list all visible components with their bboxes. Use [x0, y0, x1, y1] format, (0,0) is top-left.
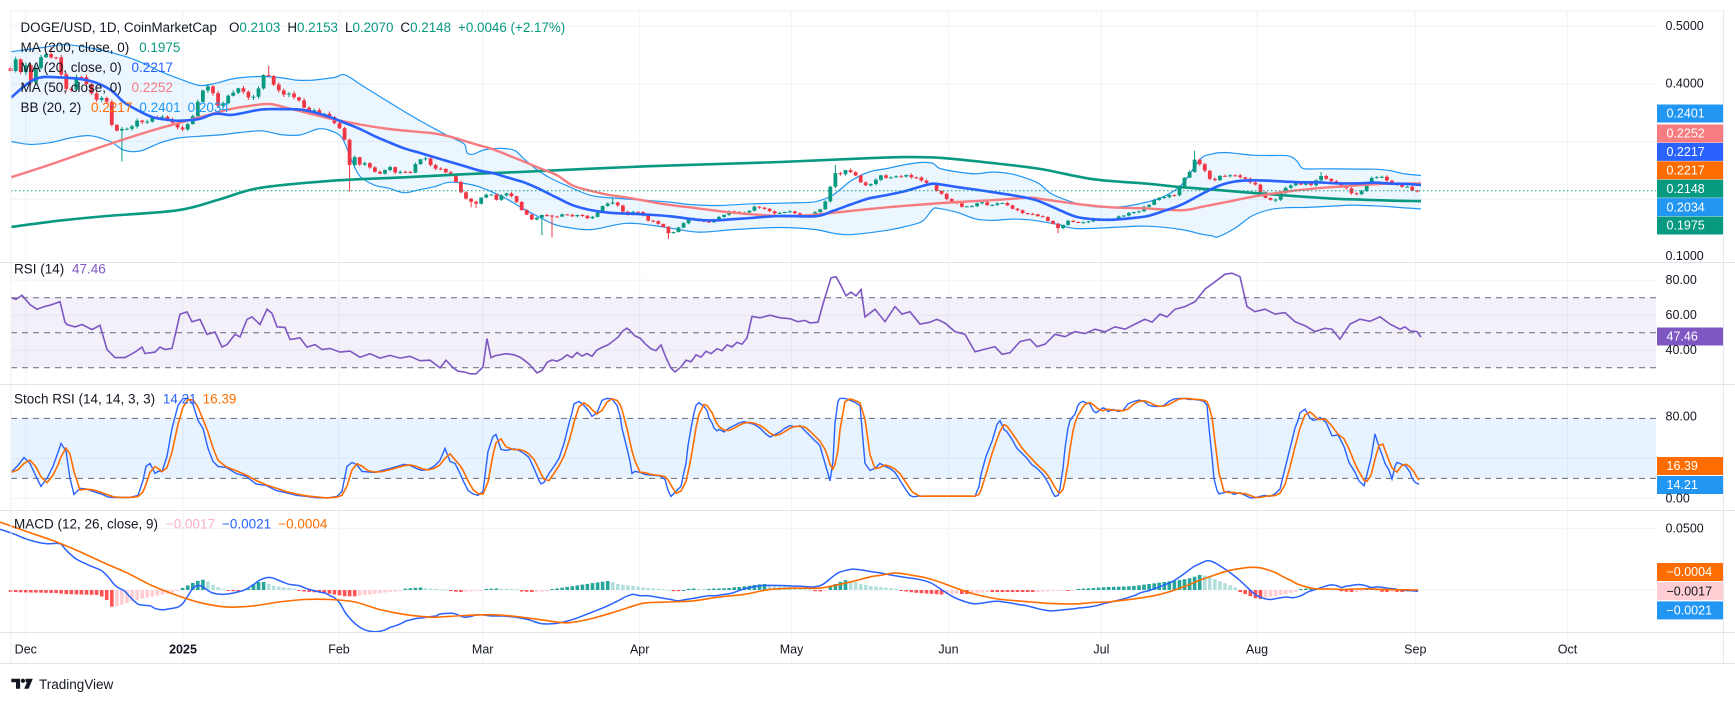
svg-text:0.2252: 0.2252 — [1667, 127, 1705, 141]
svg-text:Mar: Mar — [472, 643, 494, 657]
svg-text:0.00: 0.00 — [1666, 491, 1690, 505]
svg-text:0.2034: 0.2034 — [1667, 200, 1705, 214]
svg-text:60.00: 60.00 — [1666, 308, 1697, 322]
svg-text:−0.0021: −0.0021 — [1667, 604, 1713, 618]
svg-text:−0.0017: −0.0017 — [1667, 584, 1713, 598]
svg-text:MA (200, close, 0) 0.1975: MA (200, close, 0) 0.1975 — [21, 40, 181, 55]
svg-text:0.0500: 0.0500 — [1666, 522, 1704, 536]
svg-text:TradingView: TradingView — [39, 677, 114, 692]
svg-text:RSI (14) 47.46: RSI (14) 47.46 — [14, 262, 106, 277]
svg-text:Apr: Apr — [630, 643, 649, 657]
svg-text:MACD (12, 26, close, 9) −0.001: MACD (12, 26, close, 9) −0.0017 −0.0021 −0… — [14, 517, 328, 532]
svg-text:May: May — [780, 643, 804, 657]
svg-text:0.1000: 0.1000 — [1666, 249, 1704, 263]
svg-text:Oct: Oct — [1558, 643, 1578, 657]
svg-text:40.00: 40.00 — [1666, 343, 1697, 357]
svg-text:0.2217: 0.2217 — [1667, 145, 1705, 159]
svg-text:MA (50, close, 0) 0.2252: MA (50, close, 0) 0.2252 — [21, 80, 173, 95]
svg-text:2025: 2025 — [169, 643, 197, 657]
svg-text:16.39: 16.39 — [1667, 459, 1698, 473]
svg-text:0.2401: 0.2401 — [1667, 107, 1705, 121]
svg-text:80.00: 80.00 — [1666, 409, 1697, 423]
svg-text:0.5000: 0.5000 — [1666, 19, 1704, 33]
svg-text:14.21: 14.21 — [1667, 478, 1698, 492]
svg-text:0.1975: 0.1975 — [1667, 219, 1705, 233]
svg-text:−0.0004: −0.0004 — [1667, 565, 1713, 579]
svg-text:Feb: Feb — [328, 643, 350, 657]
svg-text:47.46: 47.46 — [1667, 330, 1698, 344]
svg-text:Jun: Jun — [938, 643, 958, 657]
svg-text:Sep: Sep — [1404, 643, 1426, 657]
svg-text:0.2148: 0.2148 — [1667, 182, 1705, 196]
svg-text:Stoch RSI (14, 14, 3, 3) 14.21: Stoch RSI (14, 14, 3, 3) 14.21 16.39 — [14, 392, 236, 407]
svg-text:Jul: Jul — [1093, 643, 1109, 657]
svg-text:Aug: Aug — [1246, 643, 1268, 657]
svg-text:MA (20, close, 0) 0.2217: MA (20, close, 0) 0.2217 — [21, 60, 173, 75]
svg-text:Dec: Dec — [15, 643, 37, 657]
svg-text:0.2217: 0.2217 — [1667, 164, 1705, 178]
svg-text:0.4000: 0.4000 — [1666, 77, 1704, 91]
svg-text:80.00: 80.00 — [1666, 273, 1697, 287]
